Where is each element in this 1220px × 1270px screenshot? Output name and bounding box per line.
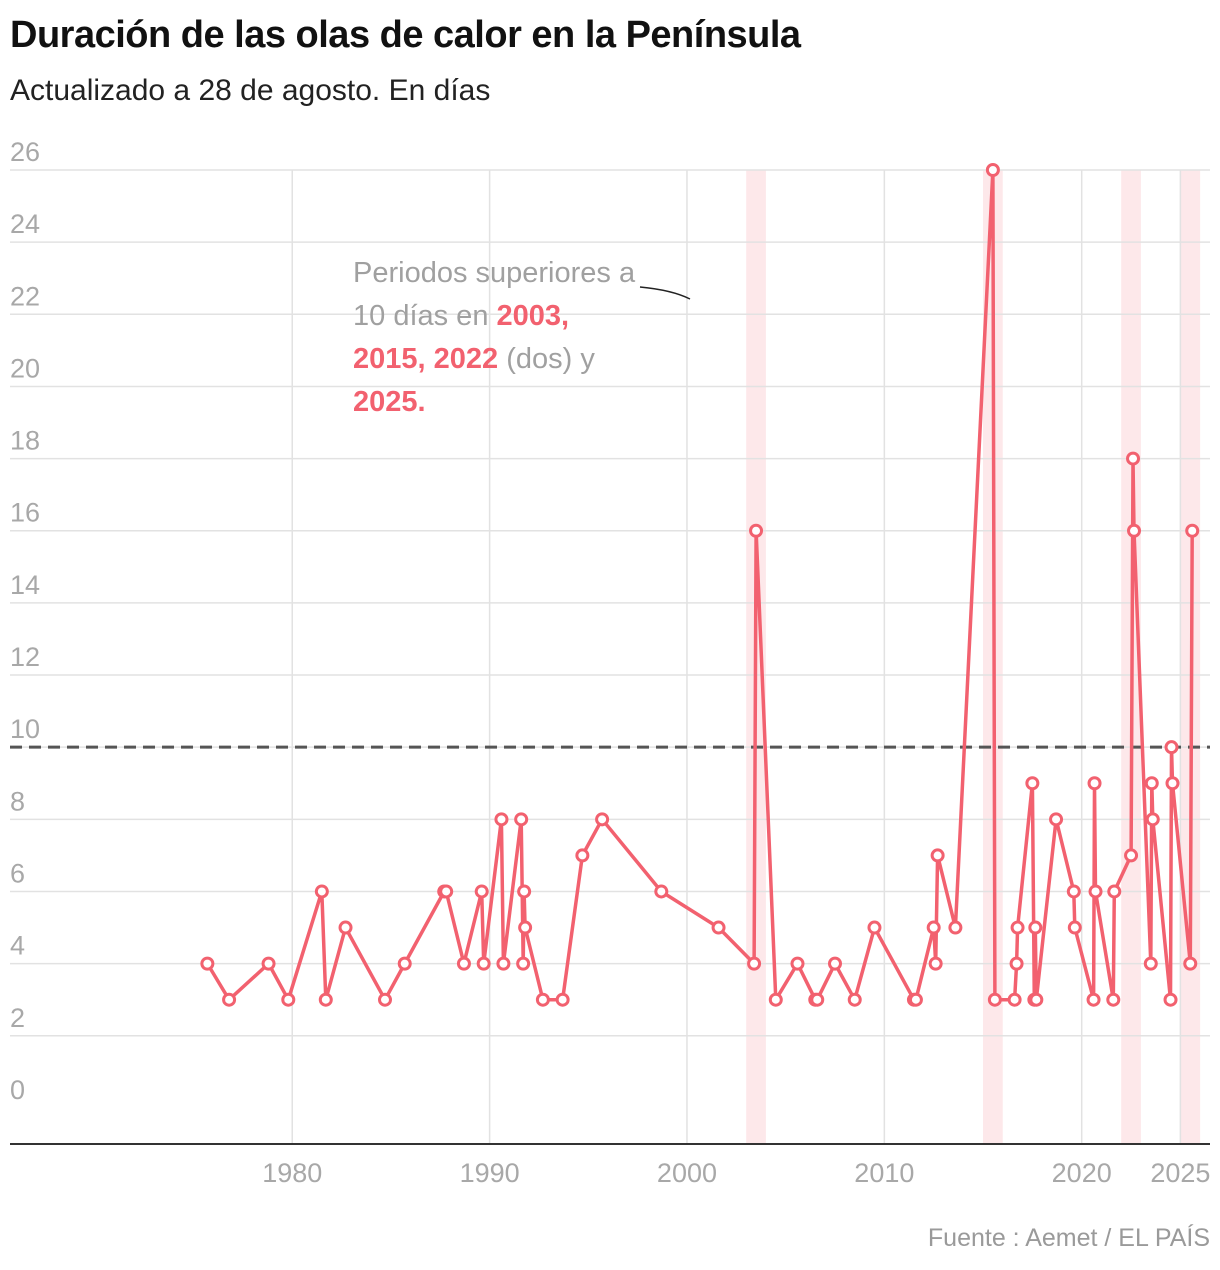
data-point — [595, 812, 610, 827]
data-point — [810, 992, 825, 1007]
data-point — [928, 956, 943, 971]
data-point — [378, 992, 392, 1007]
data-point — [496, 956, 511, 971]
data-point — [535, 992, 550, 1007]
data-point — [456, 956, 471, 971]
data-point — [1067, 920, 1082, 935]
data-point — [518, 920, 533, 935]
data-point — [867, 920, 882, 935]
data-point — [314, 884, 329, 899]
data-point — [1106, 992, 1121, 1007]
x-tick-label-2000: 2000 — [657, 1158, 717, 1188]
y-tick-label-8: 8 — [10, 786, 25, 816]
data-point — [261, 956, 276, 971]
data-point — [516, 956, 531, 971]
y-tick-label-14: 14 — [10, 570, 40, 600]
data-point — [476, 956, 491, 971]
data-point — [1049, 812, 1064, 827]
x-tick-label-1980: 1980 — [262, 1158, 322, 1188]
data-points — [200, 163, 1200, 1007]
data-point — [517, 884, 532, 899]
data-point — [1165, 776, 1180, 791]
data-point — [200, 956, 215, 971]
data-point — [768, 992, 783, 1007]
data-point — [1007, 992, 1022, 1007]
y-tick-label-16: 16 — [10, 498, 40, 528]
data-point — [514, 812, 529, 827]
chart-title: Duración de las olas de calor en la Pení… — [10, 14, 801, 56]
data-point — [1086, 992, 1101, 1007]
chart-subtitle: Actualizado a 28 de agosto. En días — [10, 74, 491, 107]
data-point — [985, 163, 1000, 177]
y-tick-label-4: 4 — [10, 931, 25, 961]
data-point — [926, 920, 941, 935]
source-credit: Fuente : Aemet / EL PAÍS — [927, 1224, 1210, 1252]
data-point — [749, 523, 764, 538]
data-point — [1144, 776, 1159, 791]
data-point — [1025, 776, 1040, 791]
data-point — [474, 884, 489, 899]
data-point — [1009, 956, 1024, 971]
data-point — [828, 956, 842, 971]
annotation-text-2: (dos) y — [506, 343, 595, 375]
data-point — [1066, 884, 1081, 899]
data-point — [494, 812, 509, 827]
data-point — [1029, 992, 1044, 1007]
data-point — [711, 920, 726, 935]
y-tick-label-24: 24 — [10, 209, 40, 239]
y-tick-label-2: 2 — [10, 1003, 25, 1033]
data-point — [439, 884, 454, 899]
data-point — [1124, 848, 1139, 863]
data-point — [948, 920, 963, 935]
data-point — [847, 992, 862, 1007]
data-point — [318, 992, 333, 1007]
data-point — [1143, 956, 1158, 971]
x-axis-ticks: 1980 1990 2000 2010 2020 2025 — [262, 1158, 1210, 1188]
annotation-years-a: 2003, — [496, 300, 570, 332]
annotation-leader-line — [639, 286, 691, 300]
annotation-years-c: 2025. — [353, 386, 426, 418]
y-tick-label-22: 22 — [10, 281, 40, 311]
y-tick-label-26: 26 — [10, 137, 40, 167]
data-point — [1088, 884, 1103, 899]
y-tick-label-0: 0 — [10, 1075, 25, 1105]
annotation: Periodos superiores a 10 días en 2003, 2… — [353, 252, 643, 424]
x-tick-label-2020: 2020 — [1052, 1158, 1112, 1188]
data-point — [1087, 776, 1102, 791]
data-point — [1185, 523, 1200, 538]
data-point — [397, 956, 412, 971]
data-point — [555, 992, 570, 1007]
data-point — [281, 992, 296, 1007]
y-tick-label-12: 12 — [10, 642, 40, 672]
y-tick-label-20: 20 — [10, 353, 40, 383]
data-point — [1163, 992, 1178, 1007]
data-point — [1145, 812, 1160, 827]
data-point — [1183, 956, 1198, 971]
x-tick-label-1990: 1990 — [460, 1158, 520, 1188]
data-point — [790, 956, 805, 971]
y-tick-label-6: 6 — [10, 858, 25, 888]
annotation-years-b: 2015, 2022 — [353, 343, 499, 375]
data-point — [1127, 523, 1142, 538]
x-tick-label-2010: 2010 — [854, 1158, 914, 1188]
y-tick-label-10: 10 — [10, 714, 40, 744]
y-tick-label-18: 18 — [10, 426, 40, 456]
data-point — [930, 848, 945, 863]
data-point — [1164, 740, 1179, 755]
data-point — [1126, 451, 1141, 466]
data-point — [654, 884, 669, 899]
x-tick-label-2025: 2025 — [1150, 1158, 1210, 1188]
data-point — [987, 992, 1002, 1007]
data-point — [338, 920, 353, 935]
data-point — [1010, 920, 1025, 935]
data-point — [575, 848, 590, 863]
annotation-text-1: Periodos superiores a 10 días en — [353, 257, 636, 332]
data-point — [908, 992, 923, 1007]
data-point — [747, 956, 762, 971]
data-point — [1107, 884, 1122, 899]
data-point — [1028, 920, 1043, 935]
data-point — [222, 992, 237, 1007]
